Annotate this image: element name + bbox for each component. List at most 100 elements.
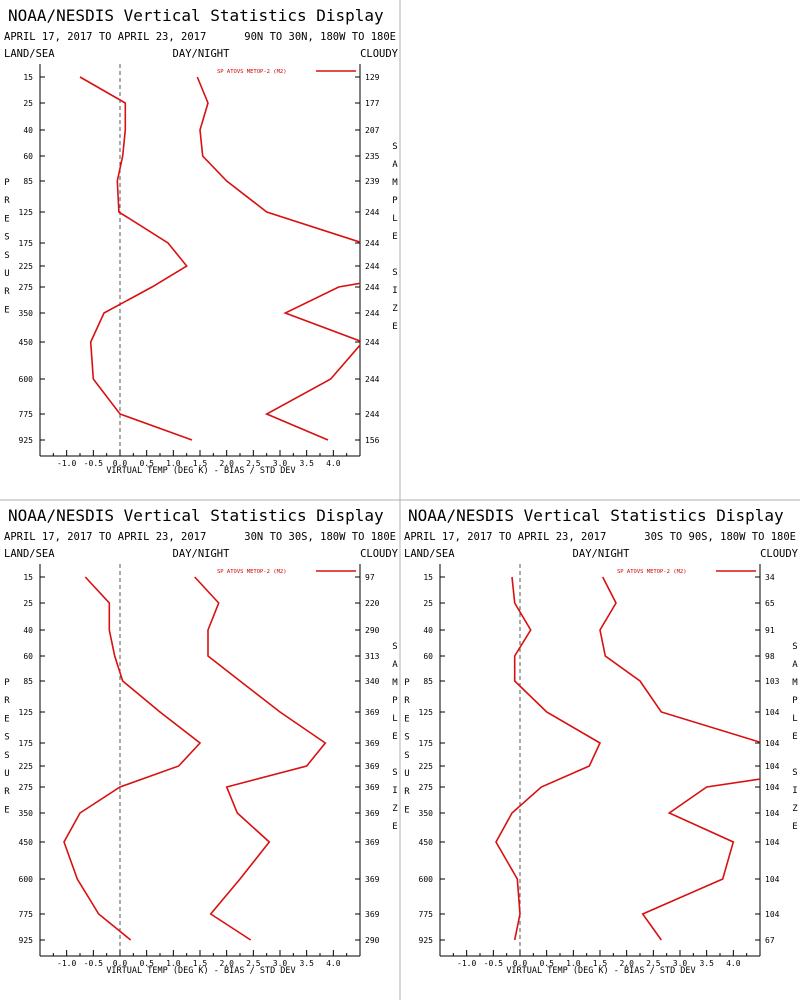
x-axis-title: VIRTUAL TEMP (DEG K) - BIAS / STD DEV [506, 966, 695, 976]
pressure-level-label: 85 [423, 677, 433, 686]
x-tick-label: 1.5 [593, 959, 608, 968]
pressure-level-label: 175 [19, 739, 34, 748]
sample-size-letter: E [392, 322, 397, 332]
pressure-level-label: 25 [23, 599, 33, 608]
sample-size-label: 65 [765, 599, 775, 608]
pressure-level-label: 85 [23, 177, 33, 186]
panel-title: NOAA/NESDIS Vertical Statistics Display [408, 506, 784, 525]
pressure-level-label: 350 [19, 309, 34, 318]
pressure-letter: R [404, 696, 410, 706]
sample-size-label: 244 [365, 262, 380, 271]
sample-size-label: 244 [365, 410, 380, 419]
sample-size-label: 104 [765, 910, 780, 919]
sample-size-label: 244 [365, 375, 380, 384]
pressure-level-label: 925 [19, 436, 34, 445]
pressure-letter: E [4, 805, 9, 815]
sample-size-label: 104 [765, 708, 780, 717]
sample-size-letter: E [392, 232, 397, 242]
x-tick-label: -1.0 [457, 959, 476, 968]
x-tick-label: 0.5 [139, 459, 154, 468]
pressure-level-label: 40 [23, 126, 33, 135]
x-tick-label: -0.5 [84, 959, 103, 968]
pressure-letter: R [4, 196, 10, 206]
pressure-letter: S [4, 751, 9, 761]
x-tick-label: -0.5 [84, 459, 103, 468]
date-range: APRIL 17, 2017 TO APRIL 23, 2017 [4, 531, 206, 543]
pressure-level-label: 225 [19, 262, 34, 271]
sample-size-label: 67 [765, 936, 775, 945]
std-dev-line [599, 576, 760, 744]
sample-size-label: 244 [365, 208, 380, 217]
x-axis-title: VIRTUAL TEMP (DEG K) - BIAS / STD DEV [106, 966, 295, 976]
pressure-letter: E [4, 214, 9, 224]
pressure-level-label: 600 [19, 875, 34, 884]
sample-size-letter: M [792, 678, 798, 688]
x-tick-label: 0.0 [113, 459, 128, 468]
pressure-letter: R [4, 787, 10, 797]
sample-size-label: 244 [365, 239, 380, 248]
x-tick-label: 4.0 [326, 959, 341, 968]
pressure-letter: E [4, 714, 9, 724]
sample-size-letter: A [792, 660, 798, 670]
sample-size-letter: E [792, 822, 797, 832]
sample-size-label: 369 [365, 875, 380, 884]
x-tick-label: 4.0 [726, 959, 741, 968]
sample-size-letter: E [392, 732, 397, 742]
pressure-level-label: 225 [19, 762, 34, 771]
pressure-level-label: 775 [19, 910, 34, 919]
pressure-level-label: 175 [19, 239, 34, 248]
x-tick-label: 1.0 [566, 959, 581, 968]
pressure-letter: P [4, 178, 10, 188]
date-range: APRIL 17, 2017 TO APRIL 23, 2017 [404, 531, 606, 543]
sample-size-label: 369 [365, 708, 380, 717]
pressure-level-label: 925 [419, 936, 434, 945]
sample-size-label: 369 [365, 910, 380, 919]
x-tick-label: -1.0 [57, 459, 76, 468]
bias-line [495, 576, 602, 941]
pressure-level-label: 85 [23, 677, 33, 686]
sample-size-letter: S [792, 642, 797, 652]
pressure-letter: U [404, 769, 409, 779]
pressure-level-label: 925 [19, 936, 34, 945]
sample-size-label: 235 [365, 152, 380, 161]
pressure-level-label: 450 [19, 838, 34, 847]
day-night-label: DAY/NIGHT [173, 48, 231, 60]
std-dev-line [264, 282, 360, 441]
pressure-level-label: 15 [423, 573, 433, 582]
pressure-level-label: 60 [23, 652, 33, 661]
legend-label: SP ATOVS METOP-2 (M2) [217, 69, 287, 75]
sample-size-label: 104 [765, 809, 780, 818]
region-label: 90N TO 30N, 180W TO 180E [244, 31, 396, 43]
sample-size-label: 104 [765, 783, 780, 792]
pressure-level-label: 40 [23, 626, 33, 635]
sample-size-letter: L [392, 714, 397, 724]
date-range: APRIL 17, 2017 TO APRIL 23, 2017 [4, 31, 206, 43]
pressure-level-label: 25 [423, 599, 433, 608]
x-tick-label: 2.5 [646, 959, 661, 968]
pressure-letter: P [404, 678, 410, 688]
legend-label: SP ATOVS METOP-2 (M2) [217, 569, 287, 575]
x-tick-label: -1.0 [57, 959, 76, 968]
sample-size-letter: I [392, 286, 397, 296]
pressure-letter: U [4, 769, 9, 779]
cloudy-label: CLOUDY [360, 548, 399, 560]
panel-title: NOAA/NESDIS Vertical Statistics Display [8, 6, 384, 25]
pressure-level-label: 350 [419, 809, 434, 818]
sample-size-label: 34 [765, 573, 775, 582]
sample-size-label: 104 [765, 762, 780, 771]
x-tick-label: 3.0 [273, 959, 288, 968]
pressure-letter: S [4, 733, 9, 743]
pressure-letter: E [404, 714, 409, 724]
pressure-level-label: 350 [19, 809, 34, 818]
sample-size-label: 156 [365, 436, 380, 445]
pressure-level-label: 15 [23, 573, 33, 582]
sample-size-label: 220 [365, 599, 380, 608]
pressure-letter: U [4, 269, 9, 279]
pressure-level-label: 125 [19, 708, 34, 717]
sample-size-letter: Z [792, 804, 798, 814]
sample-size-label: 244 [365, 283, 380, 292]
pressure-level-label: 15 [23, 73, 33, 82]
sample-size-label: 177 [365, 99, 380, 108]
cloudy-label: CLOUDY [760, 548, 799, 560]
x-tick-label: 3.5 [699, 959, 714, 968]
